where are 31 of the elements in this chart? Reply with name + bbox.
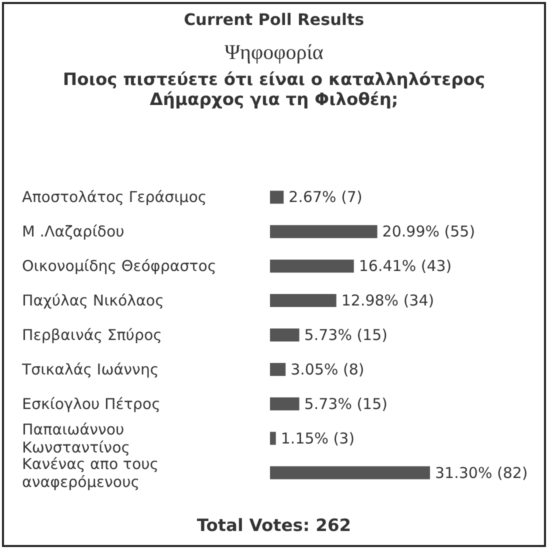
bar	[270, 328, 300, 342]
data-label: 16.41% (43)	[358, 257, 452, 276]
bar	[270, 294, 336, 308]
data-label: 5.73% (15)	[304, 394, 388, 413]
bar	[270, 225, 378, 238]
bar	[270, 260, 354, 273]
data-label: 1.15% (3)	[280, 429, 355, 448]
text: Ψηφοφορία	[224, 40, 324, 65]
bar	[270, 432, 276, 445]
y-tick-label: Αποστολάτος Γεράσιμος	[22, 188, 207, 206]
data-label: 3.05% (8)	[290, 360, 364, 378]
data-label: 12.98% (34)	[341, 292, 434, 310]
y-tick-label: Παχύλας Νικόλαος	[22, 292, 164, 310]
data-label: 31.30% (82)	[435, 464, 528, 482]
chart-subtitle: Ποιος πιστεύετε ότι είναι ο καταλληλότερος Δήμαρχος για τη Φιλοθέη;	[62, 70, 486, 110]
data-label: 2.67% (7)	[288, 188, 362, 206]
chart-title: Current Poll Results	[182, 10, 366, 29]
y-tick-label: Κανένας απο τους αναφερόμενους	[22, 454, 159, 491]
y-tick-label: Εσκίογλου Πέτρος	[22, 394, 160, 413]
bar	[270, 397, 300, 410]
y-tick-label: Οικονομίδης Θεόφραστος	[22, 257, 216, 276]
bar	[270, 466, 430, 480]
y-tick-label: Περβαινάς Σπύρος	[22, 326, 162, 344]
y-tick-label: Τσικαλάς Ιωάννης	[21, 360, 159, 378]
text: Total Votes: 262	[196, 516, 352, 536]
bar	[270, 190, 284, 204]
y-tick-label: Παπαιωάννου Κωνσταντίνος	[22, 420, 130, 456]
data-label: 5.73% (15)	[304, 326, 388, 344]
data-label: 20.99% (55)	[382, 222, 476, 241]
bar	[270, 362, 286, 376]
y-tick-label: Μ .Λαζαρίδου	[22, 222, 124, 241]
